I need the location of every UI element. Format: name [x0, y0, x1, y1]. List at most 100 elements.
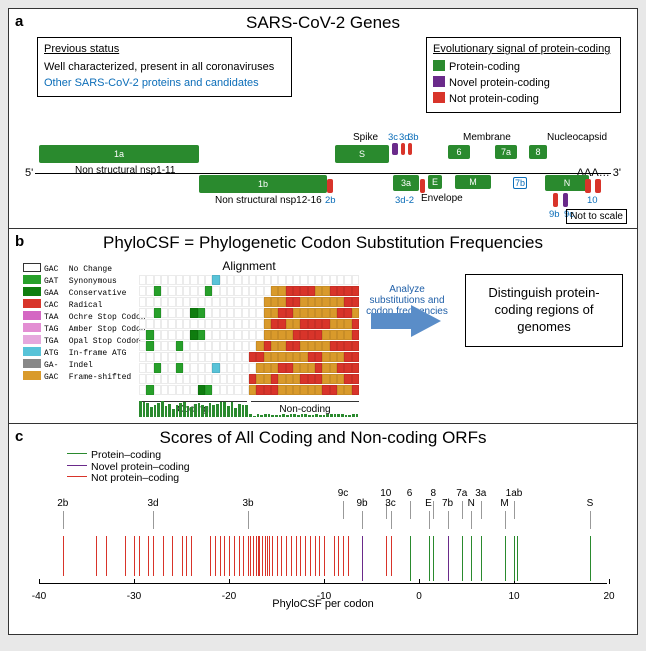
- orf-tick: [514, 536, 515, 581]
- orf-tick: [186, 536, 187, 576]
- orf-tick: [286, 536, 287, 576]
- gene-segment: E: [428, 175, 442, 189]
- orf-tick: [106, 536, 107, 576]
- orf-label: S: [587, 498, 594, 509]
- orf-tick: [391, 536, 392, 576]
- gene-segment: [401, 143, 405, 155]
- orf-tick: [248, 536, 249, 576]
- aln-legend-row: GAC No Change: [23, 263, 146, 275]
- panel-c-title: Scores of All Coding and Non-coding ORFs: [9, 424, 637, 448]
- result-box: Distinguish protein-coding regions of ge…: [465, 274, 623, 347]
- gene-segment: 6: [448, 145, 470, 159]
- aln-legend-row: ATG In-frame ATG: [23, 347, 146, 359]
- orf-tick: [281, 536, 282, 576]
- aln-row: [139, 352, 359, 362]
- orf-tick: [429, 536, 430, 581]
- gene-segment: [595, 179, 601, 193]
- aln-row: [139, 363, 359, 373]
- panel-a: a SARS-CoV-2 Genes Previous status Well …: [9, 9, 637, 229]
- orf-label: 2b: [57, 498, 68, 509]
- orf-tick: [296, 536, 297, 576]
- evol-legend-item: Protein-coding: [433, 60, 614, 76]
- orf-tick: [220, 536, 221, 576]
- aln-row: [139, 286, 359, 296]
- aln-legend-row: CAC Radical: [23, 299, 146, 311]
- orf-label: 1ab: [506, 488, 523, 499]
- orf-tick: [319, 536, 320, 576]
- genome-track: 5' AAA… 3' SpikeMembraneNucleocapsid1a1b…: [25, 131, 621, 213]
- orf-label: 3d: [147, 498, 158, 509]
- orf-tick: [224, 536, 225, 576]
- aln-legend-row: TGA Opal Stop Codon: [23, 335, 146, 347]
- orf-label: 6: [407, 488, 413, 499]
- orf-tick: [471, 536, 472, 581]
- x-axis: [39, 583, 607, 584]
- orf-tick: [272, 536, 273, 576]
- orf-annotation: 3c: [388, 132, 398, 143]
- orf-annotation: 10: [587, 195, 598, 206]
- orf-label: 3b: [242, 498, 253, 509]
- gene-segment: [585, 179, 591, 193]
- aln-row: [139, 308, 359, 318]
- aln-legend-row: GAC Frame-shifted: [23, 371, 146, 383]
- panel-b-title: PhyloCSF = Phylogenetic Codon Substituti…: [9, 229, 637, 253]
- orf-tick: [300, 536, 301, 576]
- orf-tick: [259, 536, 260, 576]
- orf-tick: [163, 536, 164, 576]
- orf-tick: [590, 536, 591, 581]
- orf-tick: [256, 536, 257, 576]
- gene-segment: [420, 179, 425, 193]
- coding-potential-bar: [139, 399, 359, 417]
- gene-segment: S: [335, 145, 389, 163]
- x-tick-label: 10: [508, 591, 519, 602]
- orf-tick: [462, 536, 463, 581]
- orf-tick: [134, 536, 135, 576]
- orf-tick: [410, 536, 411, 581]
- orf-tick: [315, 536, 316, 576]
- orf-tick: [481, 536, 482, 581]
- panel-c-label: c: [15, 428, 23, 445]
- aln-legend-row: GAA Conservative: [23, 287, 146, 299]
- orf-label: E: [425, 498, 432, 509]
- orf-label: 8: [430, 488, 436, 499]
- x-tick-label: 20: [603, 591, 614, 602]
- orf-tick: [334, 536, 335, 576]
- orf-tick: [148, 536, 149, 576]
- gene-segment: [327, 179, 333, 193]
- aln-legend-row: GAT Synonymous: [23, 275, 146, 287]
- orf-tick: [191, 536, 192, 576]
- orf-tick: [269, 536, 270, 576]
- analysis-arrow-icon: [371, 301, 441, 341]
- orf-tick: [243, 536, 244, 576]
- x-tick-label: -20: [222, 591, 236, 602]
- gene-segment: 3a: [393, 175, 419, 191]
- prev-status-line1: Well characterized, present in all coron…: [44, 60, 285, 76]
- orf-tick: [386, 536, 387, 576]
- evol-legend-item: Novel protein-coding: [433, 76, 614, 92]
- gene-segment: 1a: [39, 145, 199, 163]
- orf-tick: [63, 536, 64, 576]
- evol-legend-item: Not protein-coding: [433, 92, 614, 108]
- orf-tick: [265, 536, 266, 576]
- gene-segment: [553, 193, 558, 207]
- orf-label: 3a: [475, 488, 486, 499]
- orf-annotation: 2b: [325, 195, 336, 206]
- alignment-legend: GAC No ChangeGAT SynonymousGAA Conservat…: [23, 263, 146, 383]
- gene-bottom-label: Non structural nsp1-11: [75, 165, 175, 176]
- orf-tick: [258, 536, 259, 576]
- orf-tick: [229, 536, 230, 576]
- orf-tick: [139, 536, 140, 576]
- x-tick-label: -30: [127, 591, 141, 602]
- aln-row: [139, 275, 359, 285]
- x-tick-label: -10: [317, 591, 331, 602]
- gene-bottom-label: Non structural nsp12-16: [215, 195, 322, 206]
- orf-tick: [338, 536, 339, 576]
- aln-legend-row: TAG Amber Stop Codon: [23, 323, 146, 335]
- aln-row: [139, 330, 359, 340]
- orf-label: 7a: [456, 488, 467, 499]
- orf-tick: [505, 536, 506, 581]
- alignment-matrix: [139, 275, 359, 395]
- prev-status-header: Previous status: [44, 42, 285, 58]
- panel-a-title: SARS-CoV-2 Genes: [9, 9, 637, 33]
- orf-label: 3c: [385, 498, 396, 509]
